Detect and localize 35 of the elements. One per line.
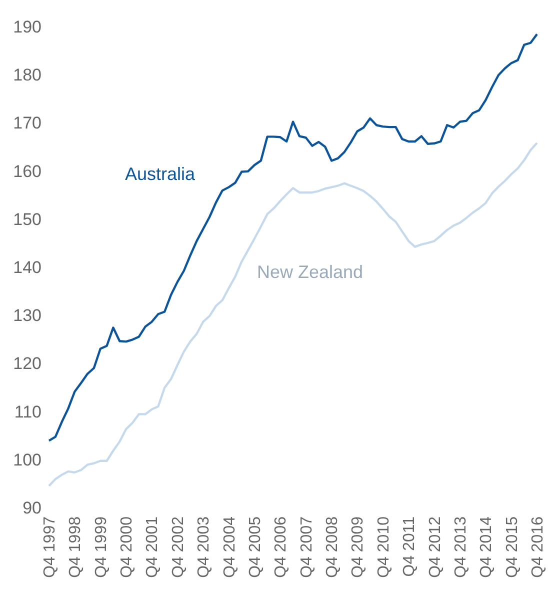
y-tick-label: 140 (13, 258, 42, 277)
x-tick-label: Q4 1998 (67, 516, 84, 578)
y-tick-label: 100 (13, 450, 42, 470)
x-tick-label: Q4 2010 (375, 516, 392, 578)
x-tick-label: Q4 2014 (478, 516, 496, 578)
x-tick-label: Q4 1997 (42, 516, 58, 578)
y-tick-label: 150 (13, 210, 42, 229)
series-label: New Zealand (257, 262, 364, 282)
x-tick-label: Q4 2016 (530, 516, 546, 578)
x-tick-label: Q4 2009 (350, 516, 367, 578)
x-tick-label: Q4 2002 (170, 516, 187, 578)
x-tick-label: Q4 2001 (144, 516, 162, 578)
x-tick-label: Q4 2003 (196, 516, 213, 578)
y-tick-label: 120 (13, 354, 42, 374)
x-tick-label: Q4 2011 (401, 516, 418, 577)
x-tick-label: Q4 1999 (92, 516, 110, 578)
y-tick-label: 160 (13, 162, 42, 181)
x-tick-label: Q4 2000 (118, 516, 136, 578)
x-tick-label: Q4 2005 (246, 516, 264, 578)
y-tick-label: 180 (13, 66, 42, 85)
x-tick-label: Q4 2006 (272, 516, 290, 578)
line-series (48, 33, 538, 442)
x-tick-label: Q4 2007 (298, 516, 316, 578)
y-tick-label: 90 (22, 498, 42, 518)
line-series (48, 142, 538, 487)
x-tick-label: Q4 2015 (504, 516, 521, 578)
x-tick-label: Q4 2008 (324, 516, 342, 578)
y-tick-label: 110 (14, 402, 42, 422)
y-tick-label: 190 (13, 18, 42, 36)
x-tick-label: Q4 2004 (221, 516, 238, 578)
y-tick-label: 170 (13, 114, 42, 133)
x-tick-label: Q4 2012 (426, 516, 444, 578)
series-label: Australia (125, 164, 196, 184)
x-tick-label: Q4 2013 (452, 516, 470, 578)
y-tick-label: 130 (13, 306, 42, 326)
